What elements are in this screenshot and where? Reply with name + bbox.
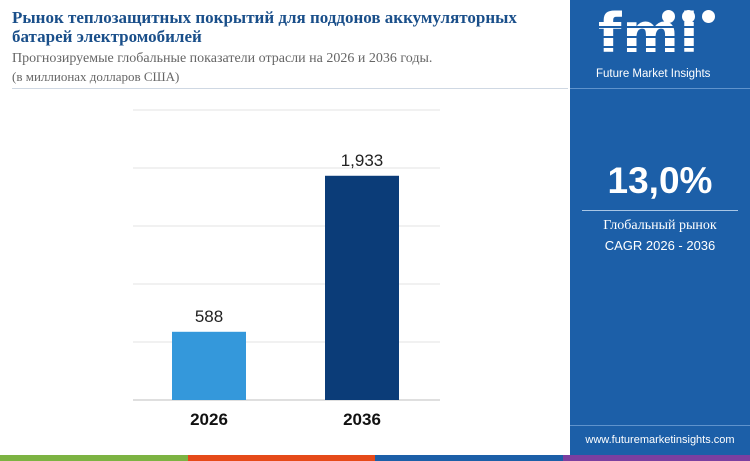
chart-title: Рынок теплозащитных покрытий для поддоно… — [12, 8, 517, 46]
fmi-logo: fmi Future Market Insights — [594, 6, 734, 86]
data-label-2026: 588 — [195, 307, 223, 326]
cagr-label-period: CAGR 2026 - 2036 — [604, 238, 716, 253]
data-label-2036: 1,933 — [341, 151, 384, 170]
globe-icon-2 — [682, 10, 695, 23]
bar-chart: 588 2026 1,933 2036 — [133, 109, 440, 429]
logo-stripes — [594, 26, 734, 58]
bottom-stripe-orange — [187, 455, 375, 461]
chart-subtitle: Прогнозируемые глобальные показатели отр… — [12, 51, 433, 66]
bottom-stripe-purple — [562, 455, 750, 461]
website-url: www.futuremarketinsights.com — [585, 434, 735, 446]
globe-icon-3 — [702, 10, 715, 23]
x-tick-label-2026: 2026 — [190, 410, 228, 429]
bar-2026 — [172, 331, 246, 400]
logo-caption: Future Market Insights — [596, 68, 711, 80]
chart-panel: Рынок теплозащитных покрытий для поддоно… — [12, 8, 568, 429]
bar-2036 — [325, 175, 399, 400]
logo-letters: fmi — [598, 2, 700, 65]
sidebar: fmi Future Market Insights 13,0% Глобаль… — [570, 0, 750, 461]
globe-icon-1 — [662, 10, 675, 23]
sidebar-divider-bottom — [570, 425, 750, 426]
cagr-value: 13,0% — [607, 160, 713, 201]
x-tick-label-2036: 2036 — [343, 410, 381, 429]
bottom-color-bar — [0, 455, 750, 461]
chart-units: (в миллионах долларов США) — [12, 69, 180, 84]
cagr-label-market: Глобальный рынок — [603, 218, 717, 233]
header-divider — [12, 88, 568, 89]
sidebar-divider-top — [570, 88, 750, 89]
bottom-stripe-blue — [375, 455, 563, 461]
cagr-rule — [582, 210, 738, 211]
bottom-stripe-green — [0, 455, 188, 461]
